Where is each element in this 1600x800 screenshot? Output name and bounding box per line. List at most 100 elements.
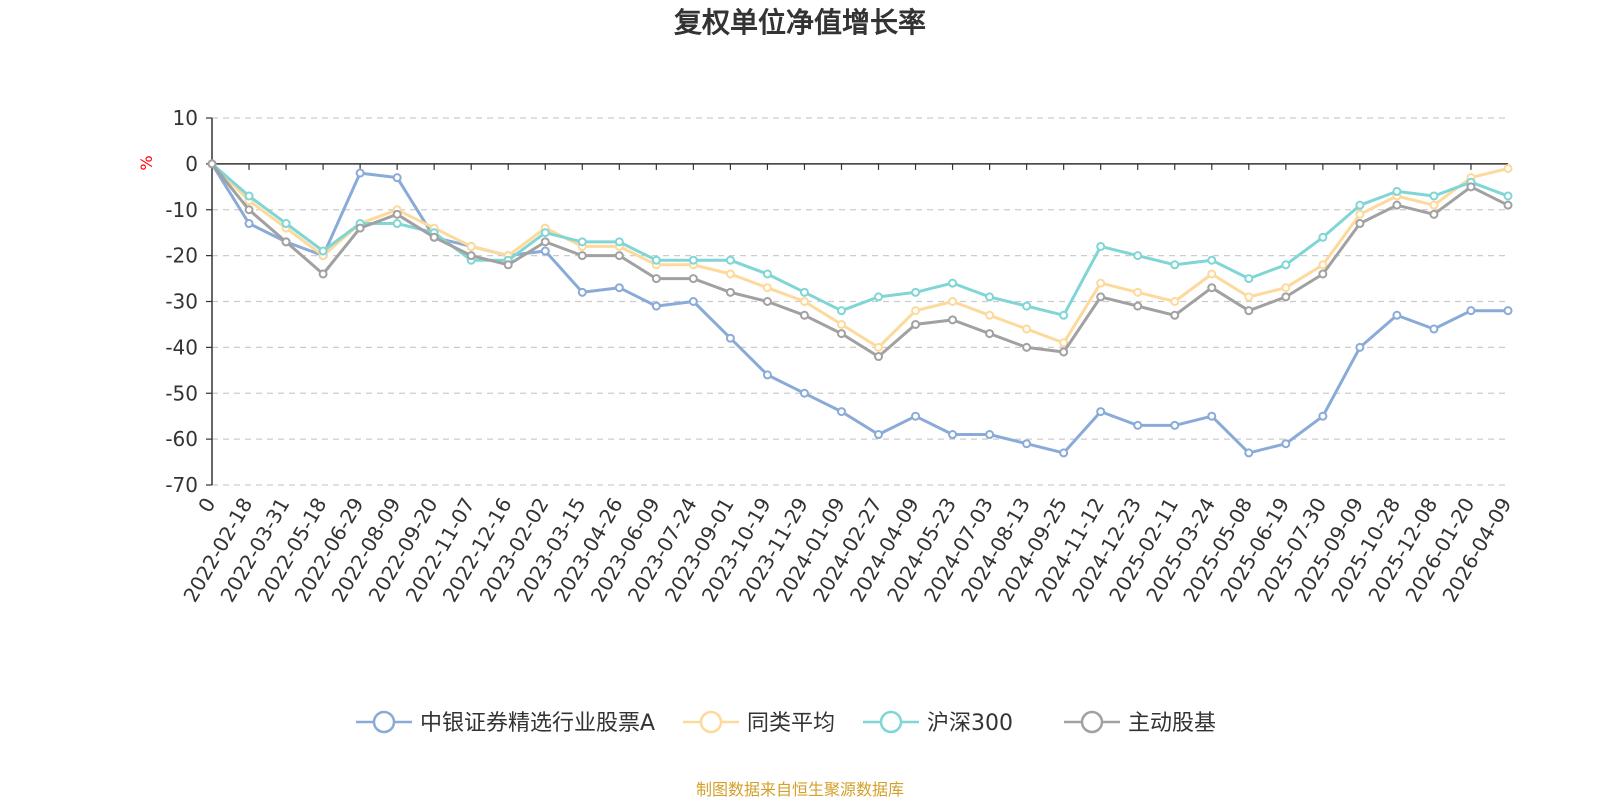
y-tick-label: -20 xyxy=(165,244,198,268)
data-point xyxy=(874,352,884,362)
data-point xyxy=(1059,338,1069,348)
data-point xyxy=(318,269,328,279)
data-point xyxy=(466,241,476,251)
data-point xyxy=(799,310,809,320)
grid-layer xyxy=(212,117,1508,486)
data-point xyxy=(1429,209,1439,219)
legend-label: 同类平均 xyxy=(747,711,835,736)
series-1 xyxy=(207,159,1513,352)
data-point xyxy=(540,246,550,256)
data-point xyxy=(1281,283,1291,293)
data-point xyxy=(1466,306,1476,316)
legend-item-1[interactable]: 同类平均 xyxy=(683,710,835,736)
data-point xyxy=(614,237,624,247)
data-point xyxy=(1429,191,1439,201)
data-point xyxy=(836,306,846,316)
data-point xyxy=(318,246,328,256)
data-point xyxy=(244,219,254,229)
data-point xyxy=(1318,232,1328,242)
data-point xyxy=(466,251,476,261)
data-point xyxy=(1170,420,1180,430)
data-point xyxy=(762,283,772,293)
data-point xyxy=(1318,269,1328,279)
data-point xyxy=(577,237,587,247)
data-point xyxy=(392,219,402,229)
legend-item-2[interactable]: 沪深300 xyxy=(863,710,1013,736)
data-point xyxy=(1281,439,1291,449)
data-point xyxy=(948,430,958,440)
data-point xyxy=(1022,439,1032,449)
data-point xyxy=(1207,283,1217,293)
data-point xyxy=(577,287,587,297)
data-point xyxy=(1281,292,1291,302)
data-point xyxy=(1207,411,1217,421)
legend-label: 主动股基 xyxy=(1128,711,1216,736)
data-point xyxy=(1503,200,1513,210)
data-point xyxy=(1429,200,1439,210)
data-point xyxy=(1022,324,1032,334)
data-point xyxy=(392,173,402,183)
data-point xyxy=(948,315,958,325)
series-layer xyxy=(207,159,1513,458)
data-point xyxy=(1466,182,1476,192)
x-tick-label: 0 xyxy=(193,494,220,517)
legend-item-0[interactable]: 中银证券精选行业股票A xyxy=(356,710,655,736)
data-point xyxy=(1133,251,1143,261)
data-point xyxy=(799,388,809,398)
data-point xyxy=(1429,324,1439,334)
source-note: 制图数据来自恒生聚源数据库 xyxy=(696,780,904,799)
data-point xyxy=(614,283,624,293)
data-point xyxy=(1355,219,1365,229)
data-point xyxy=(985,329,995,339)
data-point xyxy=(725,333,735,343)
data-point xyxy=(836,319,846,329)
data-point xyxy=(911,306,921,316)
series-0 xyxy=(207,159,1513,458)
y-tick-label: -50 xyxy=(165,381,198,405)
y-tick-label: -10 xyxy=(165,198,198,222)
series-line xyxy=(210,162,1510,455)
data-point xyxy=(911,287,921,297)
data-point xyxy=(948,278,958,288)
data-point xyxy=(799,297,809,306)
data-point xyxy=(614,251,624,261)
data-point xyxy=(355,223,365,233)
data-point xyxy=(281,237,291,247)
data-point xyxy=(1503,191,1513,201)
data-point xyxy=(688,274,698,284)
data-point xyxy=(1133,301,1143,311)
data-point xyxy=(577,251,587,261)
legend-item-3[interactable]: 主动股基 xyxy=(1064,710,1216,736)
data-point xyxy=(1059,347,1069,357)
data-point xyxy=(355,168,365,178)
data-point xyxy=(762,269,772,279)
data-point xyxy=(1059,310,1069,320)
data-point xyxy=(1244,306,1254,316)
data-point xyxy=(281,219,291,229)
y-tick-label: -70 xyxy=(165,473,198,497)
chart-title: 复权单位净值增长率 xyxy=(674,6,926,39)
data-point xyxy=(651,255,661,265)
data-point xyxy=(1318,411,1328,421)
data-point xyxy=(985,292,995,302)
data-point xyxy=(1355,200,1365,210)
data-point xyxy=(429,232,439,242)
y-tick-label: -30 xyxy=(165,290,198,314)
data-point xyxy=(244,191,254,201)
legend-label: 中银证券精选行业股票A xyxy=(420,711,655,736)
legend[interactable]: 中银证券精选行业股票A 同类平均 沪深300 主动股基 xyxy=(356,710,1216,736)
data-point xyxy=(1244,448,1254,458)
data-point xyxy=(948,297,958,306)
data-point xyxy=(1503,163,1513,173)
data-point xyxy=(688,297,698,306)
data-point xyxy=(1170,260,1180,270)
data-point xyxy=(1355,209,1365,219)
data-point xyxy=(874,430,884,440)
data-point xyxy=(985,430,995,440)
data-point xyxy=(1244,292,1254,302)
data-point xyxy=(244,205,254,215)
legend-marker xyxy=(879,710,903,734)
data-point xyxy=(1244,274,1254,284)
data-point xyxy=(1133,420,1143,430)
